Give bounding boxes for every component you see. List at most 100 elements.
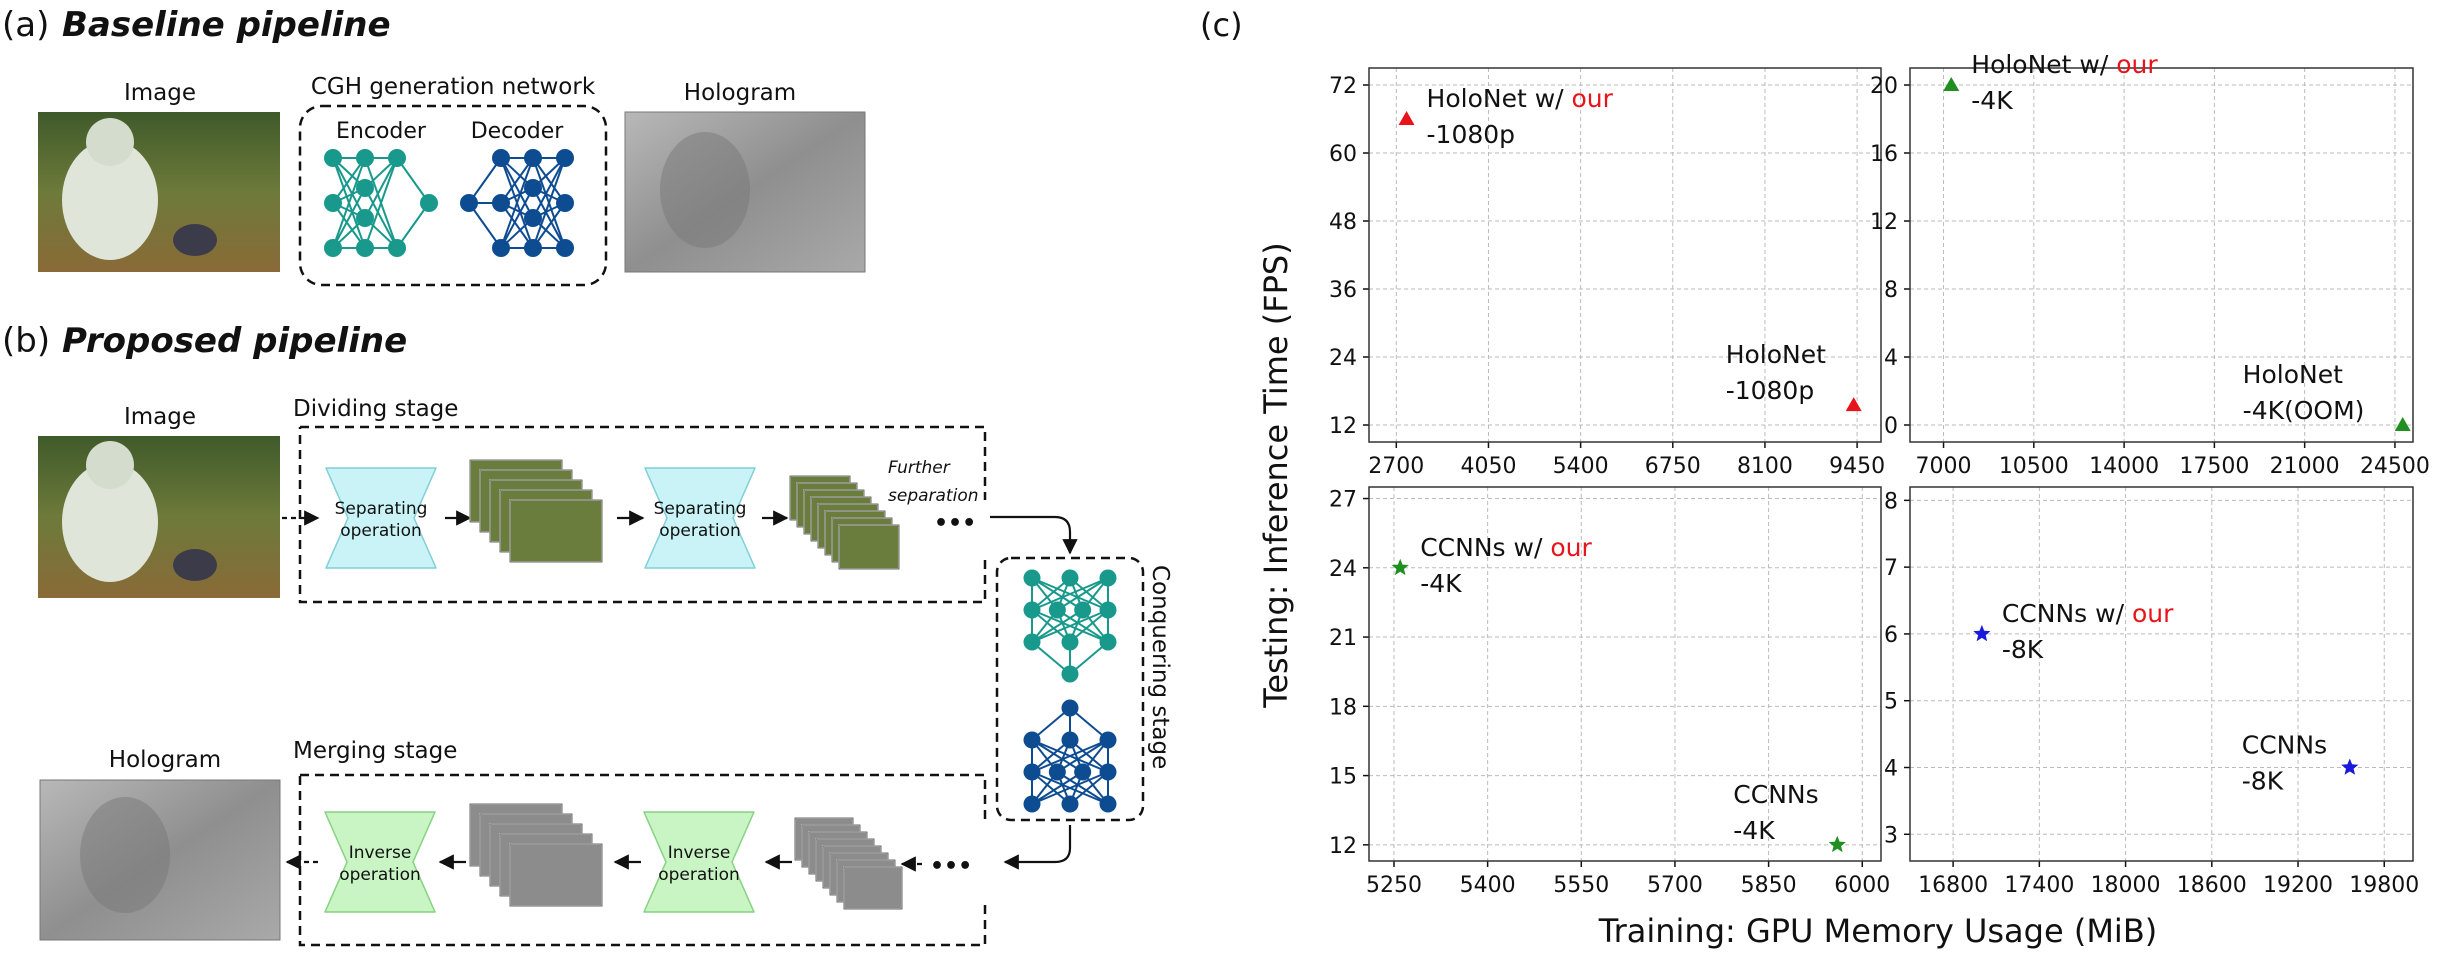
y-tick-label: 48 bbox=[1329, 210, 1357, 235]
scatter-plot-4: 16800 17400 18000 18600 19200 19800 3 4 5 6 7 8 CCNN… bbox=[1884, 486, 2419, 898]
panel-a-hologram-label: Hologram bbox=[684, 80, 796, 106]
point-label: CCNNs bbox=[1733, 780, 1818, 809]
y-axis-label: Testing: Inference Time (FPS) bbox=[1257, 242, 1295, 708]
x-tick-label: 4050 bbox=[1460, 454, 1516, 479]
y-tick-label: 27 bbox=[1329, 488, 1357, 513]
y-tick-label: 4 bbox=[1884, 757, 1898, 782]
panel-b-input-image bbox=[38, 436, 280, 598]
panel-b-prefix: (b) bbox=[2, 321, 50, 361]
panel-a-image-label: Image bbox=[124, 80, 196, 106]
decoder-label: Decoder bbox=[471, 119, 565, 144]
x-tick-label: 6750 bbox=[1645, 454, 1701, 479]
point-label: HoloNet w/ our bbox=[1971, 50, 2158, 79]
plot-frame bbox=[1909, 67, 2414, 443]
y-tick-label: 7 bbox=[1884, 556, 1898, 581]
x-tick-label: 19800 bbox=[2349, 873, 2419, 898]
y-tick-label: 0 bbox=[1884, 414, 1898, 439]
dividing-stage-box bbox=[298, 425, 987, 604]
y-tick-label: 24 bbox=[1329, 346, 1357, 371]
plot-frame bbox=[1368, 486, 1882, 862]
merge-ellipsis-icon: ••• bbox=[930, 854, 972, 879]
data-point-triangle bbox=[1943, 77, 1960, 91]
data-point-star bbox=[1973, 624, 1991, 642]
point-sublabel: -1080p bbox=[1726, 376, 1815, 405]
panel-a-prefix: (a) bbox=[2, 5, 49, 45]
further-separation-line1: Further bbox=[888, 458, 951, 478]
y-tick-label: 16 bbox=[1870, 142, 1898, 167]
y-tick-label: 8 bbox=[1884, 489, 1898, 514]
y-tick-label: 5 bbox=[1884, 690, 1898, 715]
further-separation-line2: separation bbox=[888, 486, 979, 506]
plot-frame bbox=[1909, 486, 2414, 862]
panel-b-title: Proposed pipeline bbox=[62, 321, 407, 361]
x-tick-label: 9450 bbox=[1829, 454, 1885, 479]
panel-a-title: Baseline pipeline bbox=[62, 5, 391, 45]
y-tick-label: 21 bbox=[1329, 626, 1357, 651]
plot-frame bbox=[1368, 67, 1882, 443]
x-tick-label: 18000 bbox=[2091, 873, 2161, 898]
data-point-star bbox=[1391, 558, 1409, 576]
y-tick-label: 20 bbox=[1870, 74, 1898, 99]
point-sublabel: -4K(OOM) bbox=[2243, 396, 2365, 425]
point-sublabel: -8K bbox=[2002, 635, 2044, 664]
panel-c: (c) Testing: Inference Time (FPS) Traini… bbox=[1200, 6, 2430, 950]
svg-text:operation: operation bbox=[339, 865, 421, 885]
svg-text:operation: operation bbox=[340, 521, 422, 541]
panel-c-title: (c) bbox=[1200, 6, 1243, 44]
hologram-stack-1 bbox=[794, 817, 903, 910]
decoder-network-icon bbox=[460, 149, 574, 257]
y-tick-label: 24 bbox=[1329, 557, 1357, 582]
encoder-label: Encoder bbox=[336, 119, 427, 144]
panel-a: (a) Baseline pipeline Image CGH generati… bbox=[2, 5, 866, 287]
y-tick-label: 12 bbox=[1870, 210, 1898, 235]
scatter-plot-2: 7000 10500 14000 17500 21000 24500 0 4 8 12 16 20 Ho… bbox=[1870, 50, 2430, 479]
y-tick-label: 60 bbox=[1329, 142, 1357, 167]
x-tick-label: 17500 bbox=[2179, 454, 2249, 479]
y-tick-label: 36 bbox=[1329, 278, 1357, 303]
separated-image-stack-1 bbox=[469, 459, 603, 563]
y-tick-label: 18 bbox=[1329, 695, 1357, 720]
x-tick-label: 14000 bbox=[2089, 454, 2159, 479]
scatter-plot-1: 2700 4050 5400 6750 8100 9450 12 24 36 48 60 72 Holo… bbox=[1329, 67, 1885, 479]
point-sublabel: -8K bbox=[2242, 767, 2284, 796]
y-tick-label: 4 bbox=[1884, 346, 1898, 371]
x-tick-label: 18600 bbox=[2177, 873, 2247, 898]
dividing-stage-label: Dividing stage bbox=[293, 396, 458, 422]
x-tick-label: 17400 bbox=[2004, 873, 2074, 898]
output-hologram bbox=[624, 111, 866, 273]
x-tick-label: 5250 bbox=[1366, 873, 1422, 898]
data-point-star bbox=[1828, 835, 1846, 853]
x-tick-label: 16800 bbox=[1918, 873, 1988, 898]
conquering-stage-label: Conquering stage bbox=[1147, 565, 1173, 769]
point-label: HoloNet bbox=[2243, 360, 2343, 389]
panel-b-hologram-label: Hologram bbox=[109, 747, 221, 773]
x-tick-label: 5550 bbox=[1553, 873, 1609, 898]
x-tick-label: 5400 bbox=[1553, 454, 1609, 479]
point-label: CCNNs bbox=[2242, 731, 2327, 760]
point-label: HoloNet w/ our bbox=[1427, 84, 1614, 113]
x-tick-label: 7000 bbox=[1916, 454, 1972, 479]
x-tick-label: 5700 bbox=[1647, 873, 1703, 898]
y-tick-label: 15 bbox=[1329, 765, 1357, 790]
y-tick-label: 3 bbox=[1884, 823, 1898, 848]
hologram-stack-2 bbox=[469, 803, 603, 907]
data-point-triangle bbox=[2394, 417, 2411, 431]
svg-text:Separating: Separating bbox=[335, 499, 428, 519]
svg-text:Inverse: Inverse bbox=[349, 843, 412, 863]
point-label: CCNNs w/ our bbox=[1420, 533, 1592, 562]
panel-b-output-hologram bbox=[39, 779, 281, 941]
to-conquering-arrow bbox=[990, 515, 1078, 555]
y-tick-label: 72 bbox=[1329, 74, 1357, 99]
scatter-plot-3: 5250 5400 5550 5700 5850 6000 12 15 18 21 24 27 CCNN… bbox=[1329, 486, 1890, 898]
svg-text:operation: operation bbox=[658, 865, 740, 885]
y-tick-label: 12 bbox=[1329, 414, 1357, 439]
data-point-star bbox=[2341, 758, 2359, 775]
svg-text:operation: operation bbox=[659, 521, 741, 541]
x-tick-label: 10500 bbox=[1999, 454, 2069, 479]
input-image bbox=[38, 112, 280, 272]
